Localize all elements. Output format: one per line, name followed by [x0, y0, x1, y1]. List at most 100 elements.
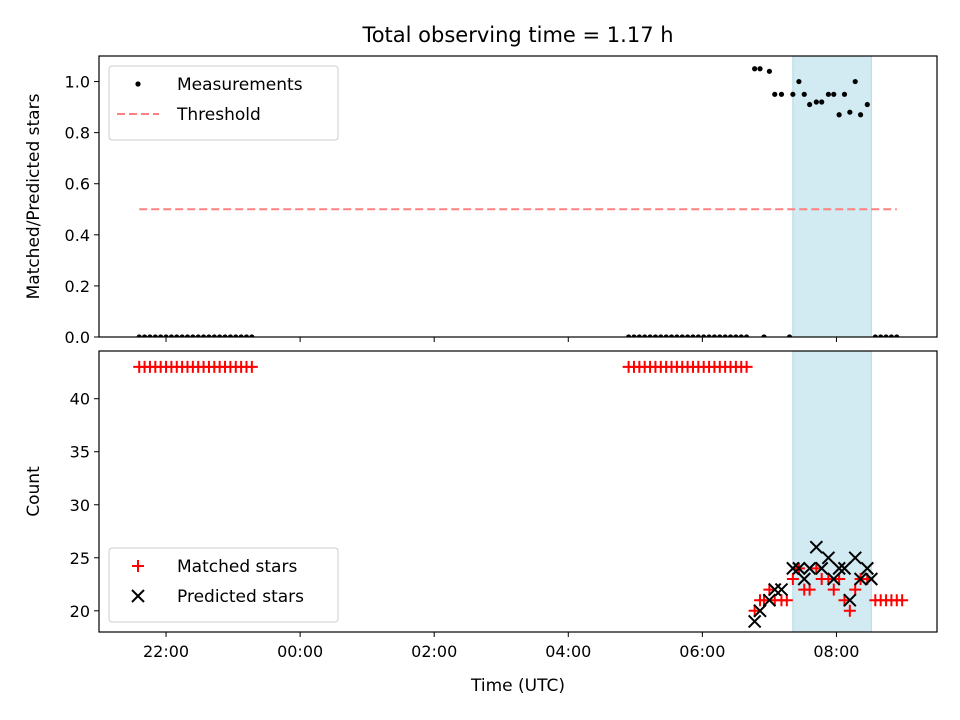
measurements-point: [227, 334, 233, 337]
measurements-point: [813, 99, 819, 105]
measurements-point: [711, 334, 718, 337]
measurements-point: [163, 334, 169, 337]
measurements-point: [841, 91, 848, 97]
measurements-point: [206, 334, 212, 337]
axes-frame: [98, 55, 938, 338]
predicted-stars-point: [864, 572, 879, 586]
measurements-point: [752, 66, 758, 72]
measurements-point: [168, 334, 175, 337]
measurements-point: [652, 334, 659, 337]
y-axis-label: Count: [24, 466, 44, 517]
matched-stars-point: [740, 360, 753, 373]
y-tick-label: 40: [70, 390, 90, 409]
measurements-point: [722, 334, 728, 337]
y-tick-label: 30: [70, 496, 90, 515]
predicted-stars-point: [853, 572, 868, 586]
measurements-point: [772, 91, 778, 97]
measurements-point: [243, 334, 250, 337]
measurements-point: [807, 101, 813, 108]
measurements-point: [249, 334, 255, 337]
lower-panel-count: 20 25 30 35 40 22:00 00:00 02:00 04:00 06:00 08:00…: [24, 350, 938, 661]
measurements-point: [766, 68, 773, 74]
predicted-stars-point: [843, 593, 857, 607]
axes-frame: [98, 350, 938, 633]
legend-measurements-label: Measurements: [177, 75, 303, 95]
predicted-stars-point: [827, 572, 841, 586]
measurements-point: [883, 334, 889, 337]
measurements-point: [679, 334, 685, 337]
predicted-stars-point: [762, 593, 777, 607]
measurements-point: [642, 334, 648, 337]
measurements-point: [852, 78, 858, 85]
measurements-point: [738, 334, 744, 337]
y-tick-label: 0.8: [65, 124, 90, 143]
legend-box: [108, 65, 339, 141]
y-tick-label: 0.2: [65, 277, 90, 296]
y-tick-label: 25: [70, 549, 90, 568]
legend-predicted-stars-swatch: [131, 589, 145, 603]
measurements-point: [706, 334, 712, 337]
measurements-point: [733, 334, 739, 337]
matched-stars-point: [245, 360, 258, 373]
legend-box: [108, 547, 339, 623]
measurements-point: [847, 109, 853, 115]
predicted-stars-point: [821, 551, 836, 565]
predicted-stars-point: [774, 582, 789, 597]
measurements-point: [761, 334, 767, 337]
legend: Measurements Threshold: [108, 65, 339, 141]
measurements-point: [685, 334, 691, 337]
measurements-point: [147, 334, 153, 337]
x-tick-label: 02:00: [411, 642, 457, 661]
x-tick-label: 04:00: [545, 642, 591, 661]
measurements-point: [158, 334, 164, 337]
matched-stars-point: [786, 572, 799, 585]
measurements-point: [179, 334, 185, 337]
measurements-point: [757, 66, 763, 72]
predicted-stars-point: [848, 551, 862, 565]
measurements-point: [217, 334, 223, 337]
measurements-point: [701, 334, 707, 337]
matched-stars-point: [843, 604, 856, 617]
measurements-point: [658, 334, 664, 337]
measurements-point: [888, 334, 895, 337]
measurements-point: [190, 334, 196, 337]
measurements-point: [857, 112, 864, 118]
y-tick-label: 35: [70, 443, 90, 462]
legend: Matched stars Predicted stars: [108, 547, 339, 623]
measurements-point: [211, 334, 217, 337]
legend-measurements-swatch: [135, 81, 141, 87]
observing-window: [792, 56, 872, 337]
plot-area: [133, 351, 909, 632]
measurements-point: [864, 101, 870, 108]
measurements-point: [872, 334, 878, 337]
predicted-stars-point: [802, 561, 817, 576]
measurements-point: [141, 334, 148, 337]
measurements-point: [631, 334, 637, 337]
legend-threshold-label: Threshold: [176, 105, 261, 125]
measurements-point: [663, 334, 669, 337]
x-tick-label: 00:00: [277, 642, 323, 661]
legend-predicted-stars-label: Predicted stars: [177, 587, 304, 607]
measurements-point: [744, 334, 750, 337]
measurements-point: [636, 334, 642, 337]
measurements-point: [647, 334, 653, 337]
measurements-point: [152, 334, 158, 337]
measurements-point: [878, 334, 884, 337]
measurements-point: [727, 334, 734, 337]
y-tick-label: 0.0: [65, 328, 90, 347]
measurements-point: [790, 91, 796, 97]
measurements-point: [778, 91, 785, 97]
measurements-point: [233, 334, 239, 337]
predicted-stars-point: [792, 561, 806, 576]
predicted-stars-point: [832, 561, 846, 576]
measurements-point: [136, 334, 142, 337]
measurements-point: [819, 99, 825, 105]
predicted-stars-point: [809, 540, 824, 554]
measurements-point: [668, 334, 675, 337]
measurements-point: [786, 334, 793, 337]
y-tick-label: 20: [70, 602, 90, 621]
predicted-stars-point: [747, 614, 762, 629]
measurements-point: [690, 334, 696, 337]
observing-window: [792, 351, 872, 632]
